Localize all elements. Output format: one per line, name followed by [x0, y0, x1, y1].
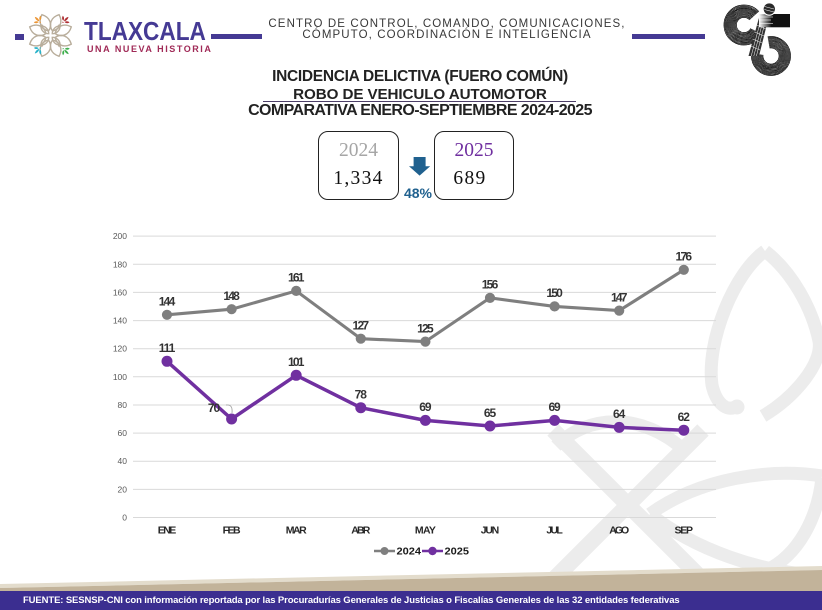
svg-text:125: 125	[417, 321, 434, 335]
svg-text:180: 180	[113, 259, 127, 269]
svg-text:62: 62	[678, 410, 691, 424]
svg-text:69: 69	[419, 400, 432, 414]
svg-text:70: 70	[208, 401, 221, 415]
svg-text:156: 156	[482, 278, 499, 292]
svg-text:2024: 2024	[397, 546, 422, 558]
svg-text:144: 144	[159, 295, 176, 309]
svg-text:127: 127	[353, 319, 370, 333]
svg-text:148: 148	[223, 289, 240, 303]
svg-text:ENE: ENE	[158, 525, 177, 537]
svg-text:78: 78	[355, 388, 368, 402]
svg-text:120: 120	[113, 344, 127, 354]
svg-text:140: 140	[113, 316, 127, 326]
svg-text:147: 147	[611, 290, 628, 304]
svg-text:176: 176	[676, 250, 693, 264]
svg-text:64: 64	[613, 407, 626, 421]
svg-text:150: 150	[546, 286, 563, 300]
svg-text:AGO: AGO	[609, 525, 629, 537]
svg-text:SEP: SEP	[675, 525, 694, 537]
svg-text:160: 160	[113, 287, 127, 297]
svg-text:101: 101	[288, 355, 305, 369]
svg-text:40: 40	[118, 456, 128, 466]
svg-text:161: 161	[288, 271, 305, 285]
svg-text:200: 200	[113, 231, 127, 241]
svg-text:69: 69	[548, 400, 561, 414]
svg-text:FEB: FEB	[223, 525, 241, 537]
svg-text:ABR: ABR	[351, 525, 370, 537]
svg-text:65: 65	[484, 406, 497, 420]
svg-text:JUL: JUL	[546, 525, 563, 537]
svg-text:MAR: MAR	[286, 525, 307, 537]
svg-text:JUN: JUN	[481, 525, 500, 537]
svg-text:100: 100	[113, 372, 127, 382]
svg-text:111: 111	[159, 341, 176, 355]
svg-text:60: 60	[118, 428, 128, 438]
svg-text:0: 0	[122, 513, 127, 523]
svg-text:MAY: MAY	[415, 525, 436, 537]
svg-text:80: 80	[118, 400, 128, 410]
svg-text:2025: 2025	[445, 546, 470, 558]
svg-text:20: 20	[118, 484, 128, 494]
